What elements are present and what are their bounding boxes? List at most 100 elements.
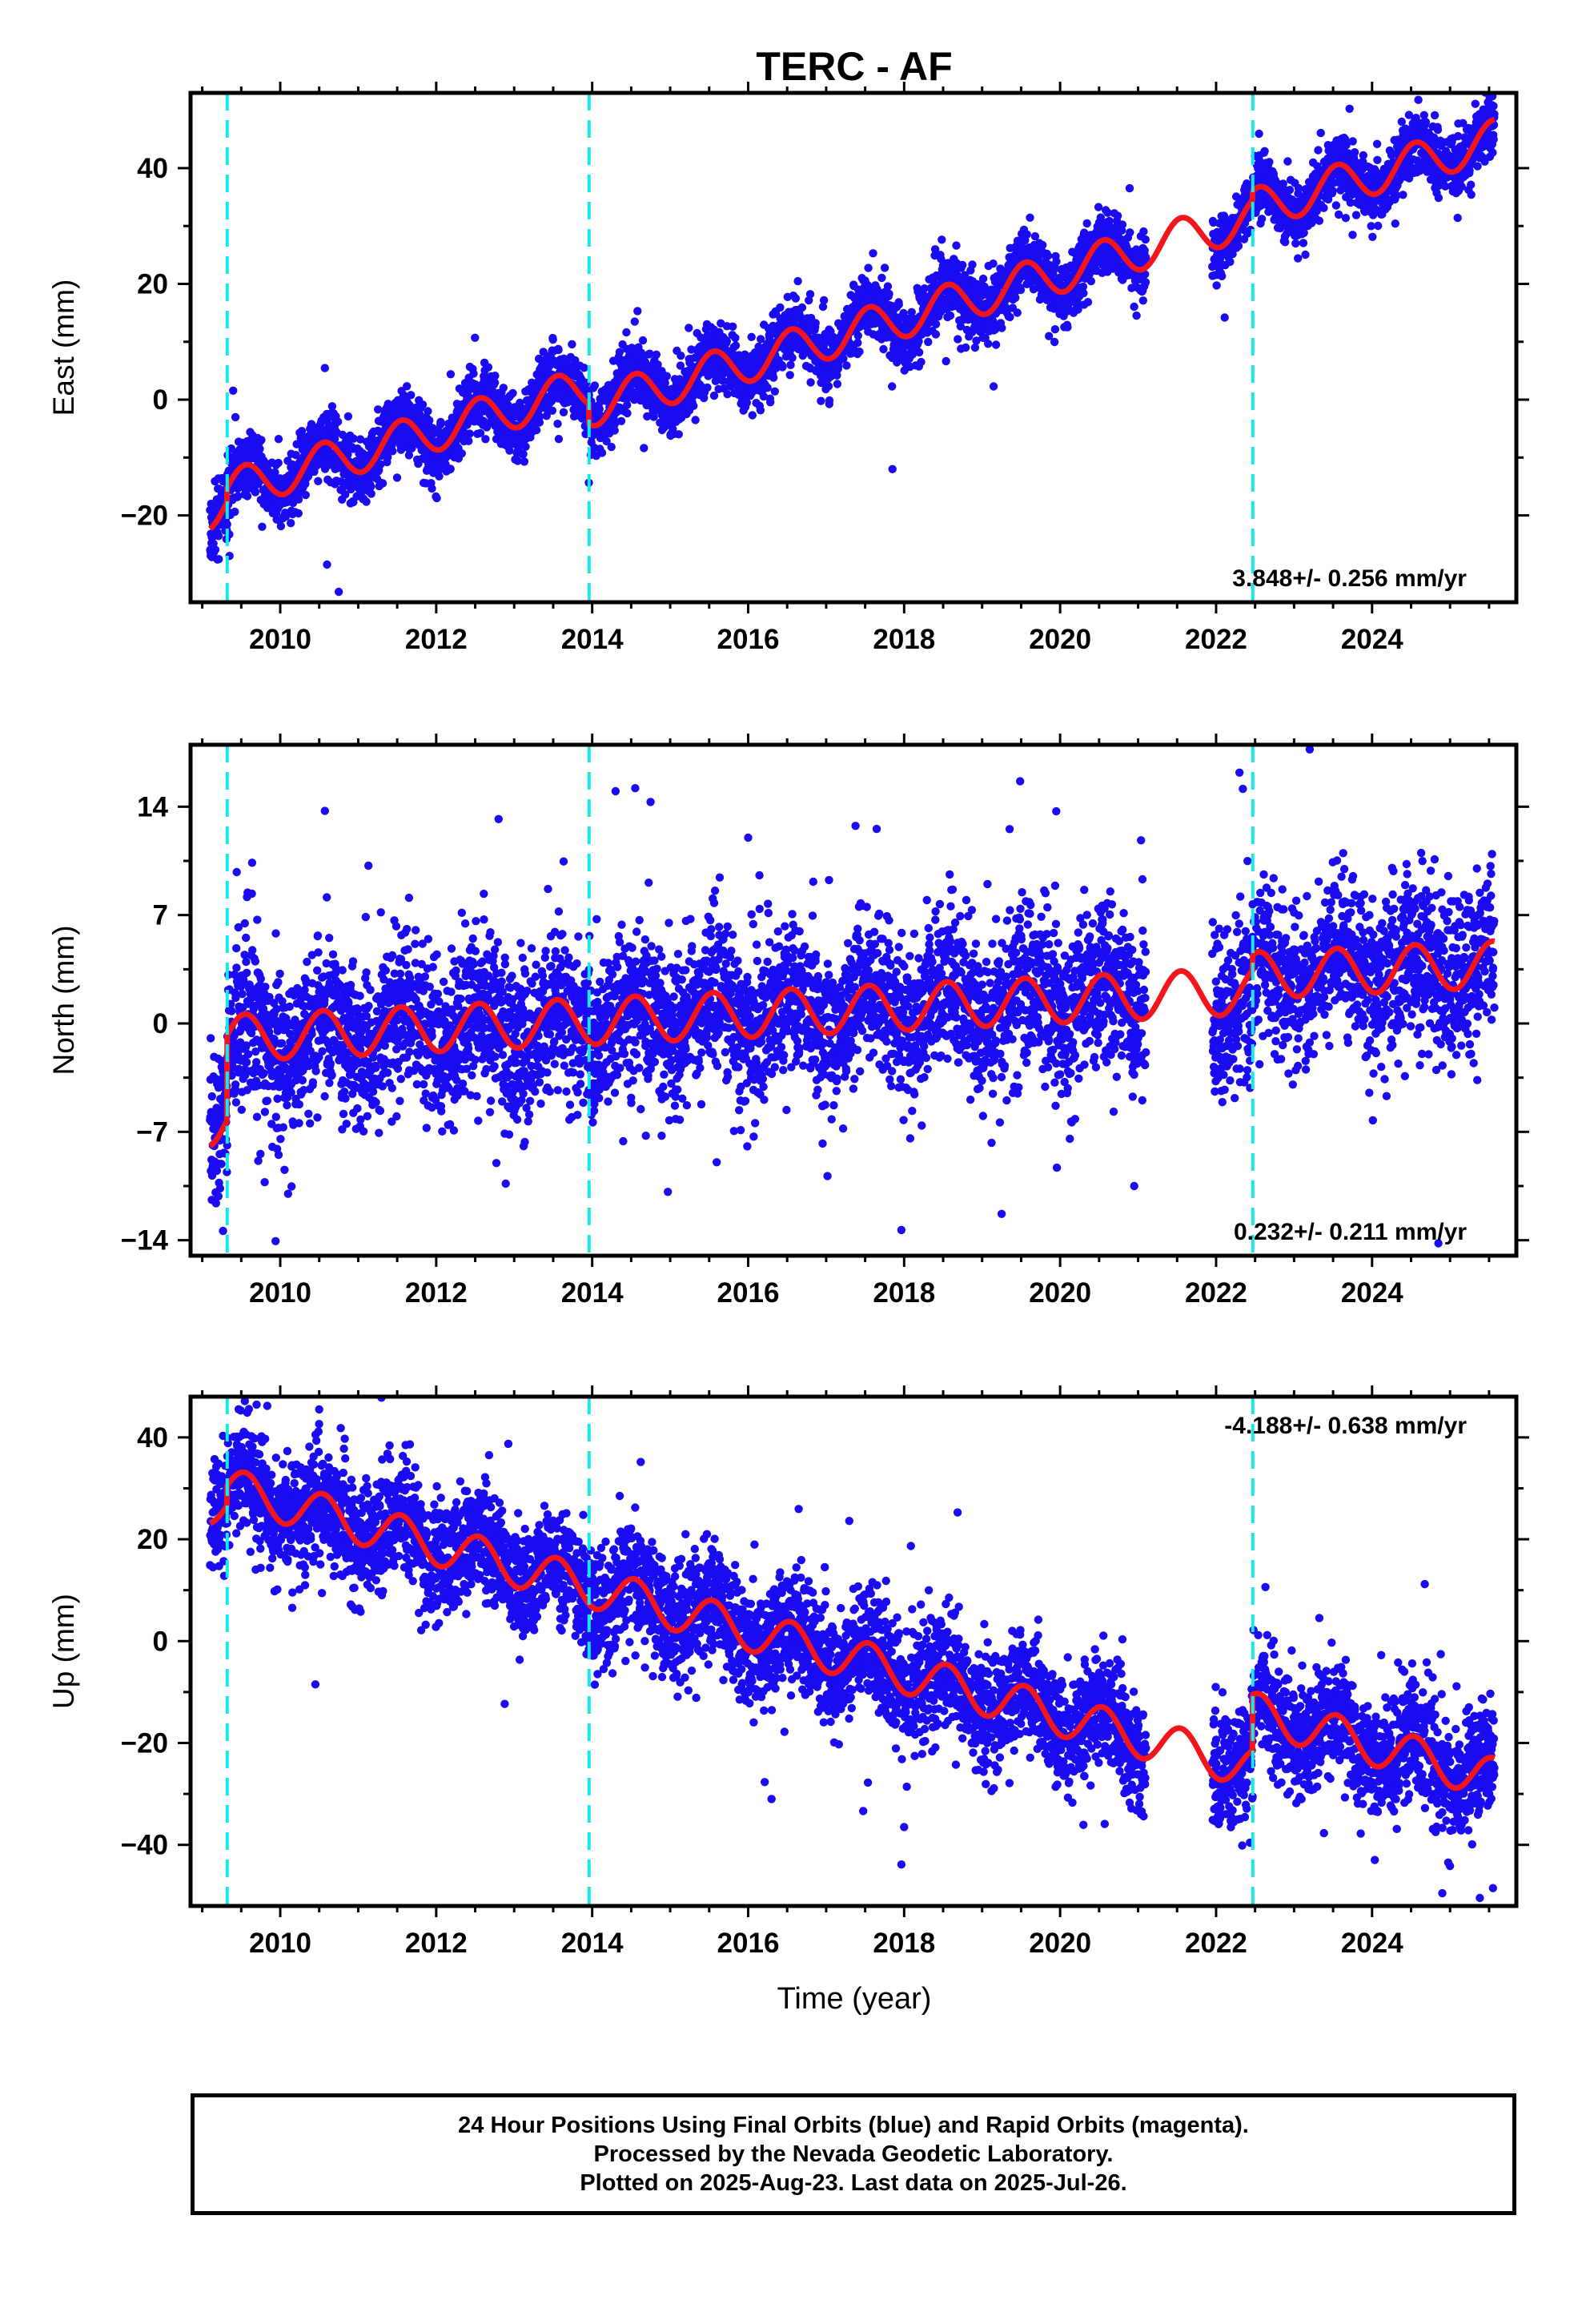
data-point	[623, 408, 632, 418]
data-point	[1315, 216, 1324, 225]
data-point	[231, 507, 239, 517]
data-point	[464, 436, 473, 445]
data-point	[403, 382, 412, 391]
data-point	[1050, 325, 1060, 334]
data-point	[1220, 313, 1229, 322]
data-point	[958, 260, 967, 270]
data-point	[320, 364, 329, 372]
data-point	[1283, 157, 1292, 166]
data-point	[610, 426, 619, 435]
data-point	[1113, 211, 1122, 220]
data-point	[1038, 240, 1047, 250]
data-point	[883, 282, 893, 291]
data-point	[805, 290, 815, 299]
data-point	[211, 545, 220, 554]
data-point	[1260, 147, 1269, 155]
data-point	[962, 343, 970, 352]
data-point	[769, 373, 778, 382]
data-point	[785, 371, 794, 380]
data-point	[519, 449, 528, 459]
data-point	[355, 435, 365, 444]
data-point	[257, 436, 266, 444]
data-point	[989, 382, 998, 391]
data-point	[1130, 302, 1138, 312]
data-point	[756, 406, 765, 415]
data-point	[622, 328, 631, 337]
data-point	[1294, 183, 1303, 193]
data-point	[984, 340, 993, 348]
data-point	[484, 363, 493, 372]
data-point	[691, 416, 700, 424]
data-point	[1314, 146, 1323, 155]
data-point	[931, 320, 941, 328]
data-point	[938, 235, 946, 244]
data-point	[491, 372, 500, 380]
data-point	[367, 489, 375, 498]
data-point	[689, 401, 698, 410]
data-point	[748, 411, 757, 420]
data-point	[392, 473, 402, 482]
data-point	[471, 380, 480, 389]
data-point	[374, 405, 383, 414]
data-point	[1118, 220, 1127, 229]
data-point	[869, 249, 877, 258]
data-point	[1301, 250, 1310, 259]
data-point	[471, 333, 480, 342]
data-point	[327, 402, 337, 411]
data-point	[877, 273, 886, 283]
data-point	[294, 509, 303, 518]
data-point	[291, 451, 300, 460]
data-point	[640, 444, 648, 452]
data-point	[274, 458, 283, 468]
data-point	[811, 319, 820, 328]
data-point	[1328, 187, 1337, 195]
data-point	[1255, 129, 1263, 139]
data-point	[616, 416, 626, 425]
data-point	[879, 344, 888, 354]
data-point	[416, 414, 424, 423]
data-point	[1319, 203, 1328, 212]
data-point	[469, 369, 478, 378]
data-point	[521, 442, 530, 451]
data-point	[367, 482, 375, 491]
data-point	[595, 404, 604, 414]
data-point	[633, 307, 642, 316]
data-point	[652, 350, 661, 359]
data-point	[731, 341, 741, 350]
data-point	[343, 412, 353, 421]
data-point	[763, 384, 772, 392]
data-point	[580, 364, 588, 372]
data-point	[685, 324, 693, 332]
data-point	[853, 332, 863, 340]
data-point	[255, 444, 264, 453]
data-point	[630, 317, 639, 326]
data-point	[770, 387, 779, 396]
data-point	[508, 388, 517, 398]
data-point	[914, 348, 924, 357]
data-point	[970, 343, 980, 352]
data-point	[817, 396, 825, 405]
data-point	[1140, 246, 1149, 255]
data-point	[333, 417, 343, 426]
data-point	[819, 296, 829, 305]
data-point	[855, 347, 864, 356]
data-point	[1013, 308, 1022, 317]
data-point	[1052, 257, 1061, 266]
data-point	[428, 484, 436, 493]
data-point	[251, 488, 260, 497]
data-point	[425, 416, 434, 425]
data-point	[729, 322, 737, 331]
data-point	[677, 352, 685, 360]
data-point	[1079, 288, 1088, 298]
data-point	[388, 447, 397, 456]
data-point	[842, 361, 851, 370]
data-point	[349, 434, 358, 443]
data-point	[778, 363, 787, 372]
data-point	[1212, 281, 1221, 290]
data-point	[942, 356, 950, 366]
data-point	[662, 372, 671, 380]
data-point	[723, 390, 732, 399]
data-point	[432, 493, 441, 503]
data-point	[954, 335, 962, 344]
